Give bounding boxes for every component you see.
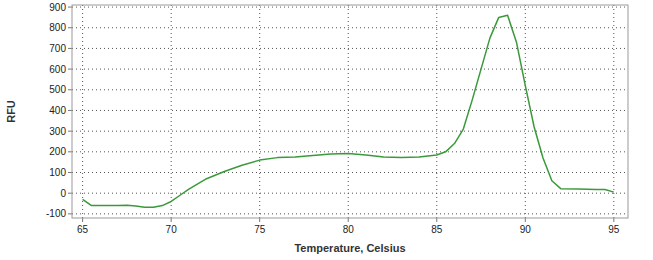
tick-label: 65 (77, 224, 89, 235)
grid-line (259, 5, 260, 218)
tick-mark (259, 218, 260, 222)
tick-mark (82, 218, 83, 222)
tick-mark (348, 218, 349, 222)
tick-mark (68, 151, 72, 152)
tick-mark (68, 193, 72, 194)
grid-line (72, 48, 628, 49)
tick-label: 75 (254, 224, 266, 235)
tick-mark (68, 48, 72, 49)
tick-label: 95 (608, 224, 620, 235)
x-axis-label: Temperature, Celsius (294, 242, 405, 254)
tick-mark (613, 218, 614, 222)
series-group (83, 15, 614, 207)
grid-line (72, 193, 628, 194)
tick-label: 80 (343, 224, 355, 235)
tick-label: 200 (49, 146, 66, 157)
grid-line (171, 5, 172, 218)
tick-mark (68, 69, 72, 70)
tick-label: 500 (49, 84, 66, 95)
tick-mark (525, 218, 526, 222)
grid-line (436, 5, 437, 218)
tick-label: 600 (49, 64, 66, 75)
chart: -100 0 100 200 300 400 500 600 700 800 900 65 70 75 80… (0, 0, 653, 260)
grid-line (72, 7, 628, 8)
plot-frame (72, 5, 628, 218)
tick-label: 900 (49, 2, 66, 13)
tick-label: -100 (46, 208, 66, 219)
grid-line (82, 5, 83, 218)
grid-line (72, 172, 628, 173)
tick-label: 70 (166, 224, 178, 235)
grid-line (72, 151, 628, 152)
y-axis-label: RFU (5, 100, 17, 123)
tick-mark (68, 131, 72, 132)
tick-label: 700 (49, 43, 66, 54)
grid-line (72, 131, 628, 132)
tick-label: 90 (520, 224, 532, 235)
grid-line (613, 5, 614, 218)
tick-label: 800 (49, 22, 66, 33)
tick-mark (68, 7, 72, 8)
tick-label: 85 (431, 224, 443, 235)
grid-line (72, 213, 628, 214)
grid-line (525, 5, 526, 218)
grid-line (348, 5, 349, 218)
grid (72, 5, 628, 218)
tick-mark (68, 27, 72, 28)
tick-mark (68, 89, 72, 90)
grid-line (72, 69, 628, 70)
tick-label: 0 (60, 188, 66, 199)
grid-line (72, 27, 628, 28)
grid-line (72, 110, 628, 111)
tick-mark (171, 218, 172, 222)
series-line (83, 15, 614, 207)
grid-line (72, 89, 628, 90)
tick-mark (436, 218, 437, 222)
tick-mark (68, 110, 72, 111)
tick-label: 100 (49, 167, 66, 178)
tick-label: 400 (49, 105, 66, 116)
tick-mark (68, 213, 72, 214)
tick-label: 300 (49, 126, 66, 137)
tick-mark (68, 172, 72, 173)
